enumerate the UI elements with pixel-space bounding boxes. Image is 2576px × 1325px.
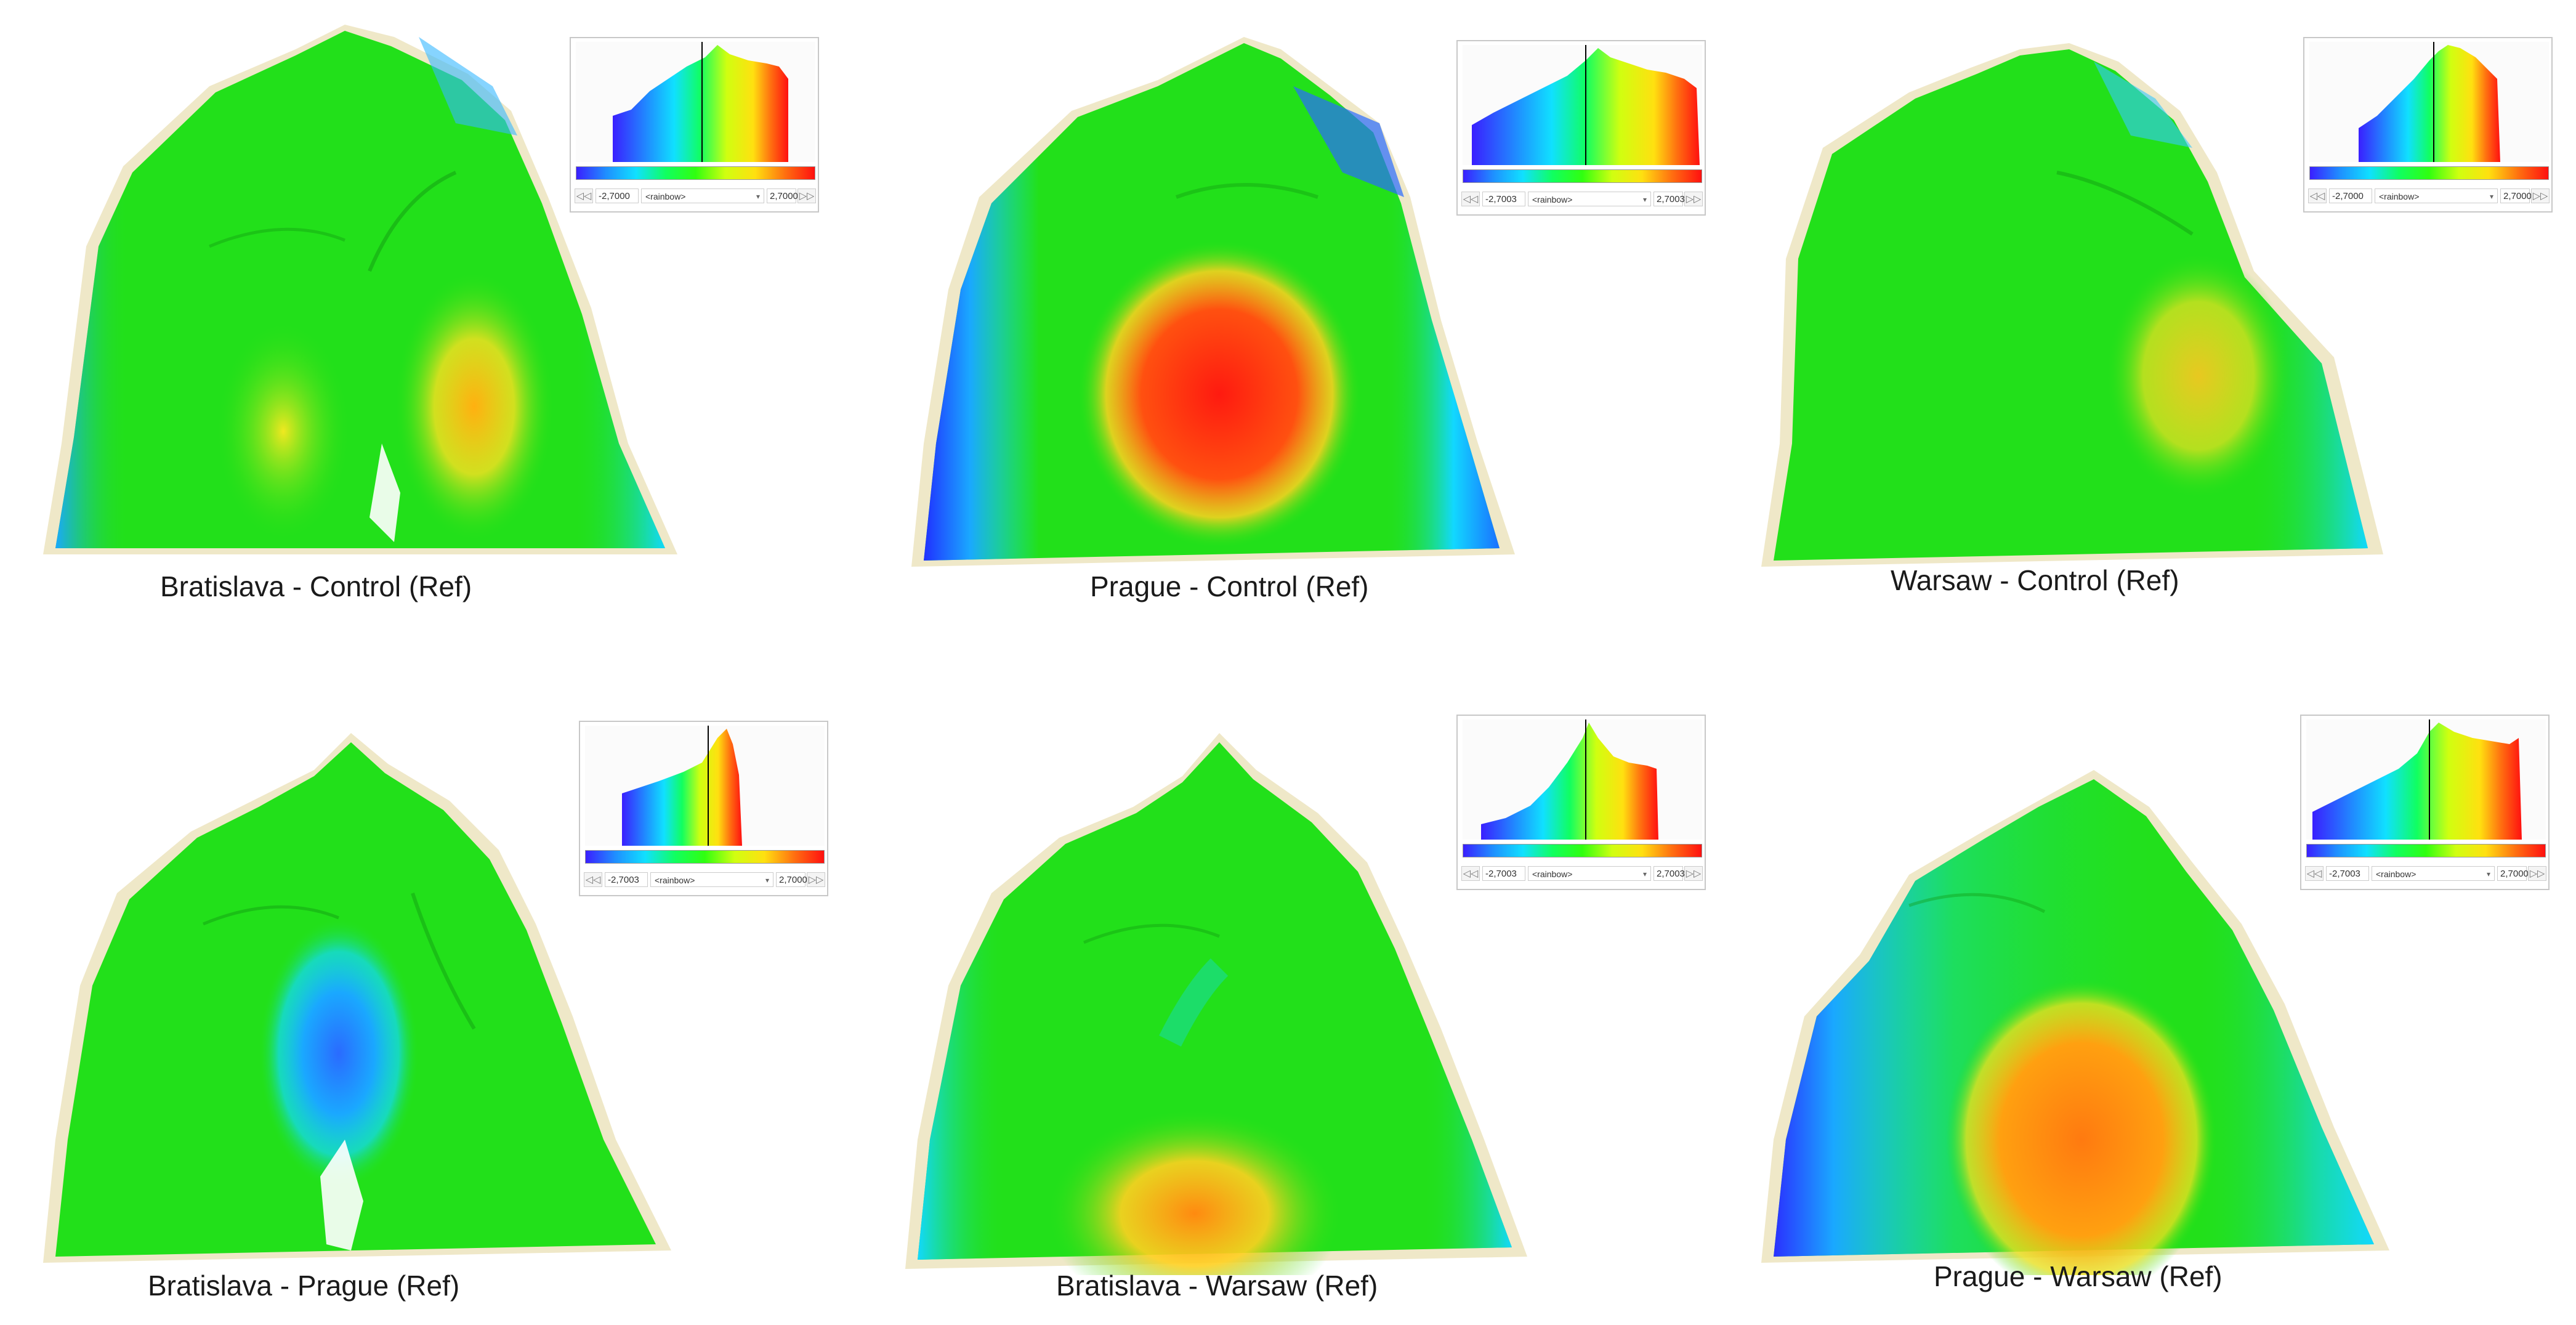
max-value[interactable]: 2,7000 (776, 872, 807, 887)
panel-warsaw-control: Warsaw - Control (Ref) ◁◁ -2,7000 <rainb… (1749, 12, 2553, 628)
colorbar-widget: ◁◁ -2,7003 <rainbow> ▾ 2,7000 ▷▷ (2300, 715, 2550, 890)
next-arrows-icon[interactable]: ▷▷ (797, 188, 816, 203)
panel-prague-control: Prague - Control (Ref) ◁◁ -2,7003 <rainb… (899, 12, 1706, 628)
color-ramp (2309, 166, 2549, 180)
heatmap-surface (43, 25, 677, 554)
colorbar-controls: ◁◁ -2,7003 <rainbow> ▾ 2,7003 ▷▷ (1461, 862, 1703, 885)
dropdown-arrow-icon: ▾ (1642, 195, 1647, 204)
colormap-select[interactable]: <rainbow> ▾ (2372, 866, 2495, 881)
prev-arrows-icon[interactable]: ◁◁ (2308, 188, 2327, 203)
colormap-select[interactable]: <rainbow> ▾ (2375, 188, 2498, 203)
color-ramp (1463, 169, 1702, 183)
colormap-select[interactable]: <rainbow> ▾ (1528, 866, 1651, 881)
colormap-label: <rainbow> (1532, 869, 1573, 879)
next-arrows-icon[interactable]: ▷▷ (807, 872, 825, 887)
colormap-label: <rainbow> (1532, 195, 1573, 205)
colormap-label: <rainbow> (2376, 869, 2417, 879)
next-arrows-icon[interactable]: ▷▷ (2531, 188, 2550, 203)
min-value[interactable]: -2,7000 (596, 188, 639, 203)
colorbar-controls: ◁◁ -2,7003 <rainbow> ▾ 2,7000 ▷▷ (584, 869, 826, 891)
prev-arrows-icon[interactable]: ◁◁ (584, 872, 602, 887)
prev-arrows-icon[interactable]: ◁◁ (1461, 866, 1480, 881)
colormap-select[interactable]: <rainbow> ▾ (641, 188, 764, 203)
color-ramp (576, 166, 815, 180)
prev-arrows-icon[interactable]: ◁◁ (2305, 866, 2324, 881)
min-value[interactable]: -2,7003 (1482, 866, 1525, 881)
colormap-select[interactable]: <rainbow> ▾ (650, 872, 773, 887)
panel-bratislava-control: Bratislava - Control (Ref) ◁◁ -2,7000 <r… (25, 12, 825, 628)
histogram (1463, 719, 1702, 840)
heatmap-surface (911, 37, 1515, 567)
colorbar-widget: ◁◁ -2,7003 <rainbow> ▾ 2,7003 ▷▷ (1456, 40, 1706, 216)
dropdown-arrow-icon: ▾ (756, 192, 760, 201)
panel-caption: Bratislava - Warsaw (Ref) (1056, 1270, 1378, 1302)
max-value[interactable]: 2,7000 (767, 188, 798, 203)
heatmap-surface (1761, 770, 2389, 1275)
colorbar-controls: ◁◁ -2,7003 <rainbow> ▾ 2,7003 ▷▷ (1461, 188, 1703, 210)
panel-bratislava-warsaw: Bratislava - Warsaw (Ref) ◁◁ -2,7003 <ra… (899, 708, 1706, 1324)
panel-bratislava-prague: Bratislava - Prague (Ref) ◁◁ -2,7003 <ra… (31, 708, 831, 1324)
panel-caption: Bratislava - Prague (Ref) (148, 1270, 460, 1302)
histogram (576, 42, 815, 162)
dropdown-arrow-icon: ▾ (2489, 192, 2493, 201)
colorbar-widget: ◁◁ -2,7003 <rainbow> ▾ 2,7000 ▷▷ (579, 721, 828, 896)
colormap-label: <rainbow> (655, 875, 695, 885)
max-value[interactable]: 2,7003 (1653, 866, 1685, 881)
max-value[interactable]: 2,7003 (1653, 192, 1685, 206)
min-value[interactable]: -2,7003 (2326, 866, 2369, 881)
panel-prague-warsaw: Prague - Warsaw (Ref) ◁◁ -2,7003 <rainbo… (1749, 708, 2550, 1324)
panel-caption: Prague - Warsaw (Ref) (1934, 1260, 2223, 1292)
histogram (2309, 42, 2549, 162)
panel-caption: Bratislava - Control (Ref) (160, 570, 472, 602)
dropdown-arrow-icon: ▾ (765, 876, 769, 885)
dropdown-arrow-icon: ▾ (1642, 870, 1647, 878)
max-value[interactable]: 2,7000 (2500, 188, 2532, 203)
next-arrows-icon[interactable]: ▷▷ (1684, 192, 1703, 206)
colormap-select[interactable]: <rainbow> ▾ (1528, 192, 1651, 206)
panel-caption: Warsaw - Control (Ref) (1891, 564, 2179, 596)
histogram (1463, 45, 1702, 165)
next-arrows-icon[interactable]: ▷▷ (1684, 866, 1703, 881)
dropdown-arrow-icon: ▾ (2486, 870, 2490, 878)
heatmap-surface (905, 733, 1527, 1275)
colorbar-controls: ◁◁ -2,7000 <rainbow> ▾ 2,7000 ▷▷ (2308, 185, 2550, 207)
colorbar-controls: ◁◁ -2,7000 <rainbow> ▾ 2,7000 ▷▷ (575, 185, 817, 207)
histogram (585, 726, 825, 846)
min-value[interactable]: -2,7003 (605, 872, 648, 887)
color-ramp (1463, 844, 1702, 857)
colorbar-widget: ◁◁ -2,7003 <rainbow> ▾ 2,7003 ▷▷ (1456, 715, 1706, 890)
colorbar-widget: ◁◁ -2,7000 <rainbow> ▾ 2,7000 ▷▷ (570, 37, 819, 213)
color-ramp (585, 850, 825, 864)
colormap-label: <rainbow> (2379, 192, 2420, 201)
colorbar-controls: ◁◁ -2,7003 <rainbow> ▾ 2,7000 ▷▷ (2305, 862, 2547, 885)
histogram (2306, 719, 2546, 840)
colorbar-widget: ◁◁ -2,7000 <rainbow> ▾ 2,7000 ▷▷ (2303, 37, 2553, 213)
color-ramp (2306, 844, 2546, 857)
min-value[interactable]: -2,7000 (2329, 188, 2372, 203)
heatmap-surface (43, 733, 671, 1263)
colormap-label: <rainbow> (645, 192, 686, 201)
heatmap-surface (1761, 43, 2383, 567)
next-arrows-icon[interactable]: ▷▷ (2528, 866, 2546, 881)
min-value[interactable]: -2,7003 (1482, 192, 1525, 206)
max-value[interactable]: 2,7000 (2497, 866, 2529, 881)
panel-caption: Prague - Control (Ref) (1090, 570, 1369, 602)
prev-arrows-icon[interactable]: ◁◁ (575, 188, 593, 203)
prev-arrows-icon[interactable]: ◁◁ (1461, 192, 1480, 206)
